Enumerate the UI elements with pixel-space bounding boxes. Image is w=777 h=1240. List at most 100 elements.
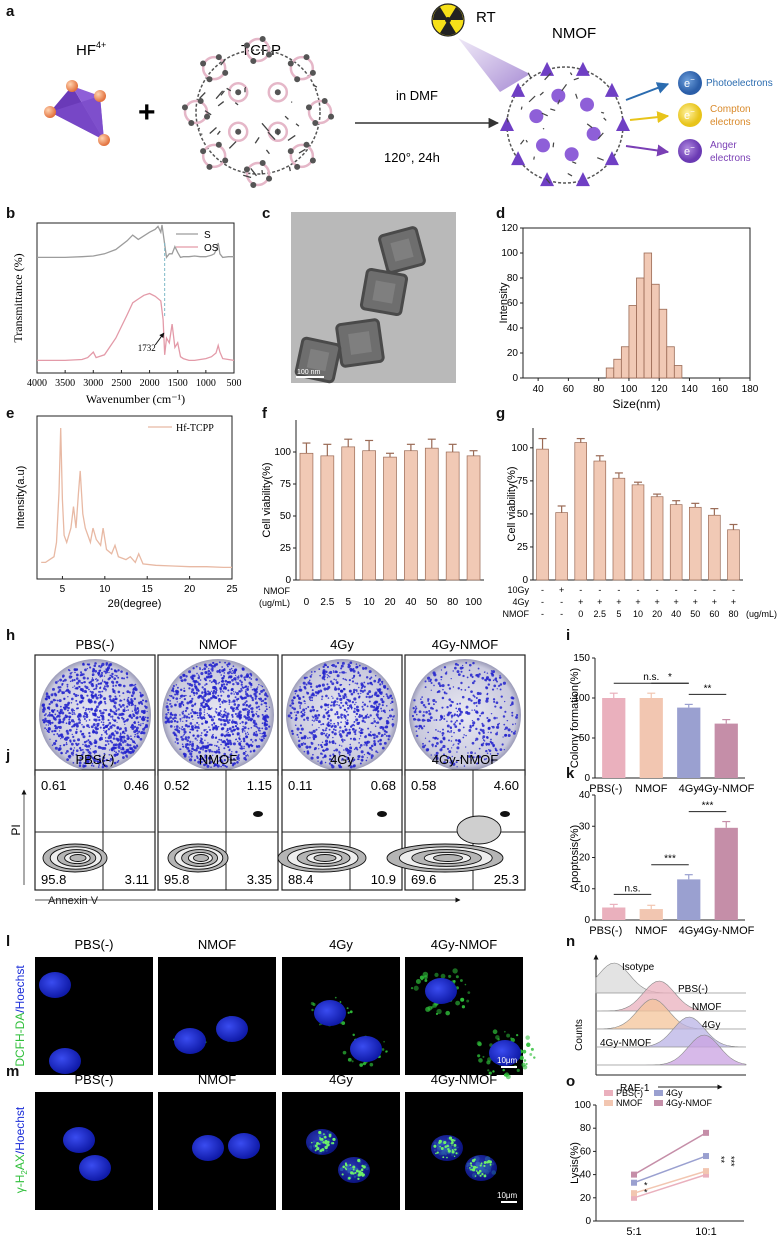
colony-chart-category: PBS(-): [589, 783, 622, 795]
size-y-tick-label: 120: [501, 223, 518, 234]
colony-dot: [412, 707, 415, 710]
colony-dot: [137, 701, 141, 705]
colony-dot: [111, 732, 115, 736]
colony-dot: [76, 668, 79, 670]
colony-dot: [469, 673, 473, 677]
colony-dot: [307, 719, 309, 722]
colony-dot: [381, 683, 384, 685]
colony-dot: [124, 727, 127, 730]
colony-dot: [240, 740, 242, 743]
ros-green-signal: [530, 1047, 534, 1051]
colony-dot: [45, 692, 49, 696]
colony-dot: [321, 695, 324, 698]
colony-dot: [359, 744, 363, 747]
viability-g-row-value: -: [694, 585, 697, 595]
colony-dot: [509, 704, 512, 707]
colony-dot: [191, 728, 195, 731]
colony-dot: [488, 678, 491, 681]
colony-dot: [453, 723, 456, 726]
colony-dot: [486, 736, 489, 740]
colony-dot: [365, 676, 369, 679]
size-xlabel: Size(nm): [612, 397, 660, 411]
ros-green-signal: [488, 1071, 492, 1075]
colony-dot: [42, 721, 45, 724]
tcpp-bond: [276, 128, 279, 136]
colony-dot: [201, 701, 204, 704]
colony-dot: [296, 710, 300, 714]
colony-dot: [496, 717, 498, 719]
colony-dot: [240, 675, 243, 678]
colony-dot: [182, 710, 185, 713]
colony-dot: [379, 691, 382, 695]
colony-dot: [350, 759, 353, 762]
colony-dot: [178, 704, 182, 708]
colony-dot: [134, 746, 137, 750]
colony-dot: [341, 661, 345, 665]
colony-dot: [315, 694, 318, 697]
lysis-point: [631, 1171, 637, 1178]
colony-dot: [264, 692, 267, 694]
viability-g-bar: [612, 477, 626, 581]
colony-dot: [475, 727, 478, 731]
colony-dot: [194, 726, 197, 729]
colony-dot: [380, 680, 384, 684]
colony-dot: [231, 669, 234, 672]
colony-dot: [219, 705, 222, 709]
ros-green-signal: [523, 1059, 527, 1062]
flow-value-ll: 69.6: [411, 872, 436, 887]
colony-dot: [311, 696, 314, 699]
colony-dot: [238, 690, 241, 693]
viability-g-row-value: +: [635, 597, 640, 607]
h2ax-foci: [358, 1170, 362, 1174]
colony-dot: [180, 728, 182, 730]
h2ax-foci: [328, 1133, 332, 1137]
viability-g-row-value: +: [693, 597, 698, 607]
viability-g-row-value: -: [579, 585, 582, 595]
apoptosis-chart-category: 4Gy: [679, 925, 700, 937]
colony-dot: [462, 674, 465, 678]
ros-green-signal: [378, 1055, 381, 1058]
colony-dot: [474, 752, 476, 754]
nmof-bond: [520, 139, 525, 145]
colony-dot: [217, 748, 220, 751]
panel-letter-e: e: [6, 405, 14, 422]
colony-dot: [331, 765, 335, 769]
colony-dot: [90, 764, 93, 767]
colony-dot: [499, 683, 503, 686]
colony-dot: [121, 756, 125, 759]
colony-dot: [306, 750, 310, 753]
colony-dot: [97, 745, 101, 749]
colony-dot: [481, 724, 485, 727]
colony-dot: [135, 716, 139, 720]
ros-green-signal: [455, 975, 459, 979]
colony-dot: [64, 715, 67, 717]
colony-dot: [96, 760, 99, 762]
colony-dot: [241, 690, 243, 692]
colony-dot: [207, 756, 212, 760]
colony-dot: [476, 673, 479, 677]
colony-dot: [43, 714, 46, 717]
colony-dot: [205, 750, 208, 752]
colony-dot: [215, 682, 218, 685]
viability-g-row-value: +: [731, 597, 736, 607]
colony-dot: [228, 700, 231, 704]
colony-dot: [102, 759, 105, 763]
colony-dot: [98, 709, 102, 713]
colony-dot: [346, 751, 350, 755]
colony-dot: [433, 736, 437, 740]
colony-dot: [356, 721, 360, 726]
viability-g-y-tick-label: 100: [511, 443, 528, 454]
colony-dot: [213, 715, 216, 718]
colony-dot: [435, 756, 439, 760]
viability-f-category: 5: [345, 597, 351, 608]
colony-dot: [454, 721, 457, 723]
colony-dot: [391, 718, 394, 721]
colony-dot: [205, 702, 208, 706]
colony-dot: [302, 713, 306, 717]
colony-dot: [71, 711, 74, 713]
colony-dot: [200, 703, 203, 706]
h2ax-foci: [443, 1141, 447, 1145]
flow-value-ul: 0.52: [164, 778, 189, 793]
colony-dot: [304, 687, 307, 690]
